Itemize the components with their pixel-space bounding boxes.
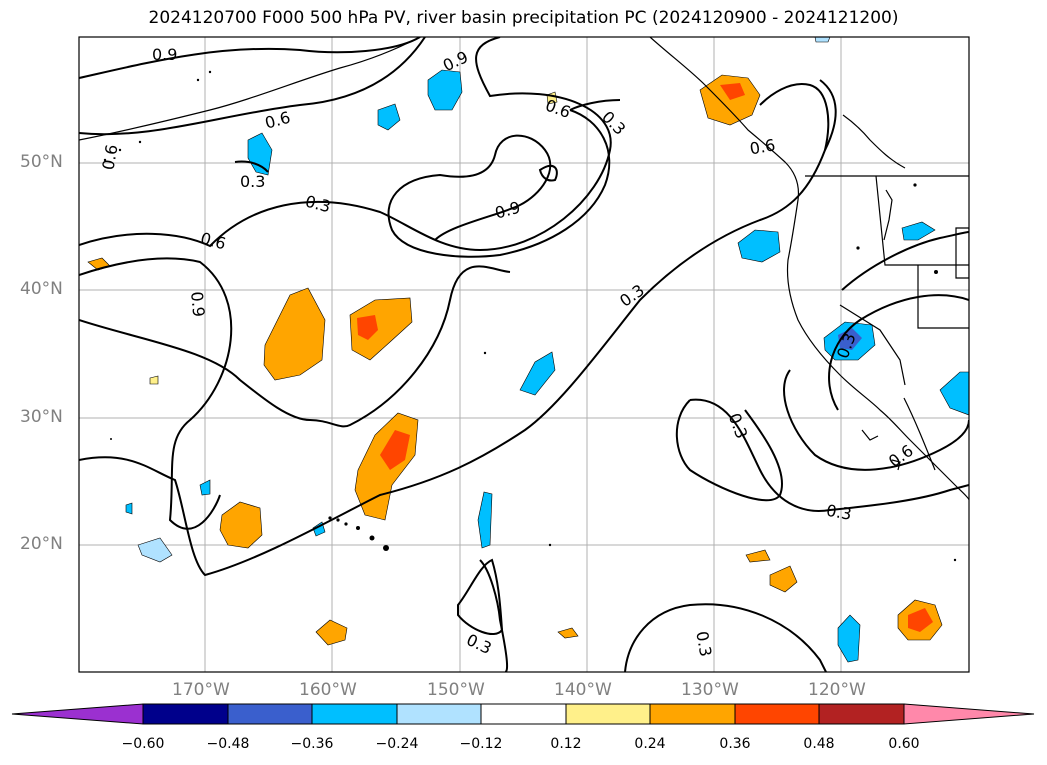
lat-label: 20°N — [20, 534, 63, 554]
contour-label: 0.3 — [825, 501, 853, 524]
precip-negative-region — [901, 221, 936, 241]
map-title: 2024120700 F000 500 hPa PV, river basin … — [148, 8, 899, 28]
contour-label: 0.6 — [98, 143, 121, 171]
precip-positive-region — [263, 287, 326, 381]
contour-label: 0.3 — [692, 630, 715, 658]
colorbar-tick-label: 0.24 — [634, 736, 666, 752]
colorbar-tick-label: −0.24 — [375, 736, 419, 752]
precip-negative-region — [427, 69, 463, 111]
contour-label: 0.9 — [152, 45, 177, 64]
lon-label: 130°W — [681, 680, 739, 700]
colorbar-tick-label: −0.12 — [459, 736, 503, 752]
lon-label: 160°W — [299, 680, 357, 700]
precip-positive-region — [219, 501, 263, 549]
lon-label: 140°W — [554, 680, 612, 700]
contour-label: 0.6 — [748, 135, 776, 158]
lat-label: 50°N — [20, 152, 63, 172]
colorbar-tick-label: −0.36 — [290, 736, 334, 752]
precip-positive-region — [349, 297, 413, 361]
contour-label: 0.3 — [240, 172, 265, 191]
coastlines — [79, 37, 969, 501]
colorbar — [11, 703, 1035, 725]
precip-negative-region — [737, 229, 781, 263]
precip-negative-region — [377, 103, 401, 131]
lon-label: 120°W — [808, 680, 866, 700]
lon-label: 170°W — [172, 680, 230, 700]
lon-label: 150°W — [427, 680, 485, 700]
contour-label: 0.9 — [187, 291, 208, 318]
precip-positive-region — [769, 565, 798, 593]
colorbar-tick-label: −0.60 — [121, 736, 165, 752]
precip-negative-region — [477, 491, 493, 549]
precip-negative-region — [137, 537, 173, 563]
precip-negative-region — [939, 371, 969, 416]
islands — [103, 70, 957, 562]
colorbar-extend-low — [11, 703, 144, 725]
plot-frame — [78, 36, 970, 673]
precip-fills — [87, 37, 969, 663]
colorbar-tick-label: 0.12 — [550, 736, 582, 752]
colorbar-tick-label: 0.60 — [888, 736, 920, 752]
precip-negative-region — [519, 351, 556, 396]
colorbar-extend-high — [903, 703, 1035, 725]
colorbar-tick-label: 0.36 — [719, 736, 751, 752]
lat-label: 30°N — [20, 407, 63, 427]
precip-negative-region — [837, 614, 861, 663]
precip-positive-region — [315, 619, 348, 646]
precip-negative-region — [247, 132, 273, 176]
colorbar-tick-label: −0.48 — [206, 736, 250, 752]
colorbar-tick-label: 0.48 — [803, 736, 835, 752]
lat-label: 40°N — [20, 279, 63, 299]
pv-contours — [79, 37, 969, 672]
